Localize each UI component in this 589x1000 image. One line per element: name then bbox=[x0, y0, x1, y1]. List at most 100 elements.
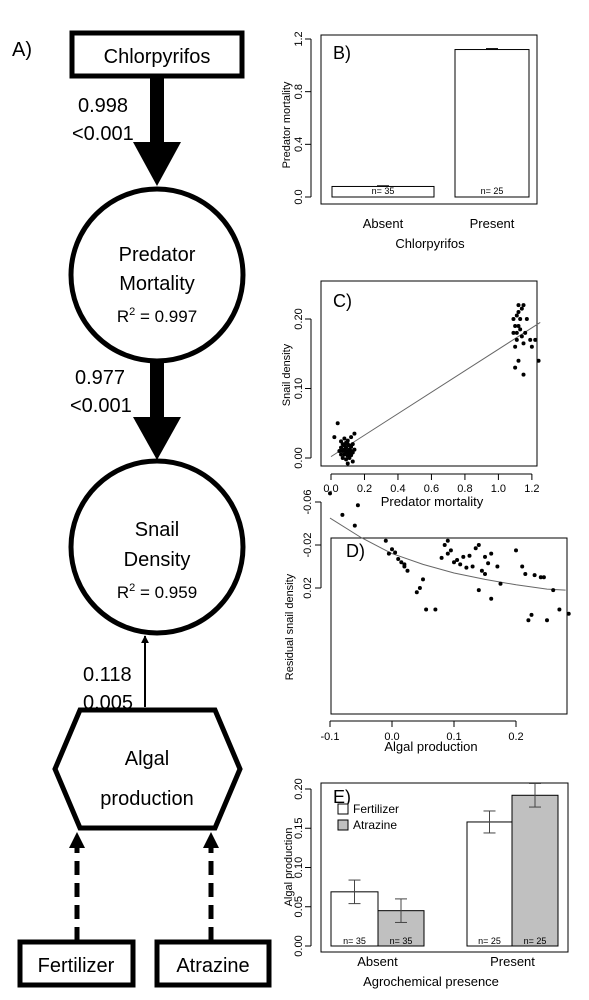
panel-b-bar-present bbox=[454, 49, 530, 198]
panel-c-data-point bbox=[514, 337, 519, 342]
panel-d-data-point bbox=[455, 558, 460, 563]
panel-b-xtick-present: Present bbox=[470, 216, 515, 231]
panel-e-legend-swatch-fertilizer bbox=[337, 803, 349, 815]
panel-d-data-point bbox=[452, 560, 456, 565]
panel-c-data-point bbox=[345, 438, 350, 443]
panel-b-n-label-absent: n= 35 bbox=[372, 186, 395, 196]
predator-label-line2: Mortality bbox=[119, 273, 195, 295]
panel-e-bar-fertilizer-present bbox=[466, 821, 513, 947]
algal-label-line2: production bbox=[100, 788, 193, 810]
panel-d-data-point bbox=[523, 572, 528, 577]
algal-production-node: Algal production bbox=[52, 707, 243, 831]
panel-e-bar-atrazine-present bbox=[511, 794, 559, 947]
panel-d-fit-curve bbox=[329, 517, 566, 591]
panel-d-data-point bbox=[526, 618, 531, 623]
panel-c-label: C) bbox=[333, 291, 352, 311]
panel-b-bar-absent bbox=[331, 185, 435, 198]
snail-label-line1: Snail bbox=[135, 519, 179, 541]
arrow-predator-to-snail bbox=[133, 363, 181, 460]
panel-c-ytick-label: 0.20 bbox=[293, 308, 305, 329]
predator-r-squared: R2 = 0.997 bbox=[117, 306, 197, 326]
panel-d-xlabel: Algal production bbox=[384, 739, 477, 754]
panel-e-ytick-label: 0.15 bbox=[293, 818, 305, 839]
arrow-atrazine-to-algal bbox=[203, 832, 219, 941]
panel-d-label: D) bbox=[346, 541, 365, 561]
panel-d-data-point bbox=[486, 561, 491, 566]
path-1-coefficient: 0.998 bbox=[78, 95, 128, 117]
panel-e-legend-swatch-atrazine bbox=[337, 819, 349, 831]
panel-c-data-point bbox=[516, 358, 521, 363]
panel-c-data-point bbox=[529, 344, 534, 349]
panel-c-fit-line bbox=[330, 322, 541, 458]
panel-b-xtick-absent: Absent bbox=[363, 216, 404, 231]
panel-d-data-point bbox=[483, 554, 487, 559]
panel-d-data-point bbox=[445, 538, 450, 543]
panel-c-data-point bbox=[352, 431, 357, 436]
panel-c-data-point bbox=[339, 445, 344, 450]
panel-c-xtick-label: 0.0 bbox=[323, 483, 338, 495]
panel-c-data-point bbox=[521, 341, 526, 346]
panel-c-data-point bbox=[516, 310, 521, 315]
panel-c-data-point bbox=[344, 445, 349, 450]
panel-d-data-point bbox=[352, 523, 357, 528]
panel-c-plot-frame bbox=[320, 280, 538, 467]
panel-e-ytick-label: 0.05 bbox=[293, 896, 305, 917]
panel-d-data-point bbox=[498, 581, 503, 586]
panel-c-data-point bbox=[533, 337, 538, 342]
panel-d-data-point bbox=[433, 607, 438, 612]
panel-c-data-point bbox=[513, 323, 518, 328]
panel-e-ytick-label: 0.10 bbox=[293, 857, 305, 878]
panel-c-data-point bbox=[340, 456, 345, 460]
panel-d-ylabel: Residual snail density bbox=[284, 573, 296, 680]
panel-c-data-point bbox=[335, 421, 340, 426]
panel-c-data-point bbox=[518, 327, 523, 332]
panel-d-data-point bbox=[557, 607, 562, 612]
panel-d-data-point bbox=[489, 551, 494, 556]
panel-d-data-point bbox=[470, 564, 475, 569]
panel-c-data-point bbox=[524, 317, 529, 321]
panel-c-data-point bbox=[339, 439, 344, 444]
panel-c-ytick-label: 0.00 bbox=[293, 447, 305, 468]
panel-e-xlabel: Agrochemical presence bbox=[363, 974, 499, 989]
panel-e-xtick-absent: Absent bbox=[357, 954, 398, 969]
panel-e-xtick-present: Present bbox=[490, 954, 535, 969]
panel-d-data-point bbox=[458, 562, 463, 567]
panel-d-data-point bbox=[541, 575, 546, 580]
panel-e-legend-label-atrazine: Atrazine bbox=[353, 818, 397, 832]
panel-d-data-point bbox=[439, 555, 444, 560]
panel-e-label: E) bbox=[333, 787, 351, 807]
path-2-p-value: <0.001 bbox=[70, 395, 132, 417]
panel-c-data-point bbox=[536, 358, 541, 363]
panel-e-n-label: n= 35 bbox=[390, 936, 413, 946]
panel-b-chart: B) n= 35 Absent n= 25 Present 0.0 0.4 0.8 1.2 Pre… bbox=[281, 31, 538, 251]
panel-e-ytick-label: 0.00 bbox=[293, 935, 305, 956]
panel-c-data-point bbox=[513, 344, 518, 349]
panel-b-plot-frame bbox=[320, 34, 538, 205]
panel-d-data-point bbox=[495, 564, 500, 569]
panel-d-data-point bbox=[461, 554, 466, 559]
panel-d-data-point bbox=[538, 575, 543, 580]
panel-d-ytick-label: -0.06 bbox=[302, 489, 314, 514]
panel-b-ytick-label: 0.0 bbox=[293, 189, 305, 204]
panel-d-data-point bbox=[464, 565, 469, 570]
snail-r-squared: R2 = 0.959 bbox=[117, 582, 197, 602]
panel-d-xtick-label: 0.2 bbox=[508, 731, 523, 743]
panel-e-n-label: n= 25 bbox=[478, 936, 501, 946]
panel-d-data-point bbox=[402, 564, 407, 569]
panel-d-data-point bbox=[514, 548, 518, 553]
panel-c-data-point bbox=[511, 330, 516, 335]
panel-d-data-point bbox=[448, 548, 453, 553]
panel-e-plot-frame bbox=[320, 782, 569, 953]
predator-label-line1: Predator bbox=[119, 244, 196, 266]
panel-d-data-point bbox=[414, 590, 419, 595]
panel-c-data-point bbox=[339, 452, 344, 457]
panel-c-data-point bbox=[350, 459, 355, 464]
panel-c-data-point bbox=[516, 303, 521, 308]
panel-c-data-point bbox=[345, 461, 350, 466]
panel-d-data-point bbox=[355, 503, 360, 508]
chlorpyrifos-node: Chlorpyrifos bbox=[69, 30, 245, 79]
panel-d-data-point bbox=[467, 553, 472, 558]
panel-d-data-point bbox=[396, 556, 401, 561]
panel-d-ytick-label: 0.02 bbox=[302, 577, 314, 598]
panel-d-chart: D) -0.1 0.0 0.1 0.2 -0.06 -0.02 0.02 Residual sn… bbox=[284, 489, 571, 754]
